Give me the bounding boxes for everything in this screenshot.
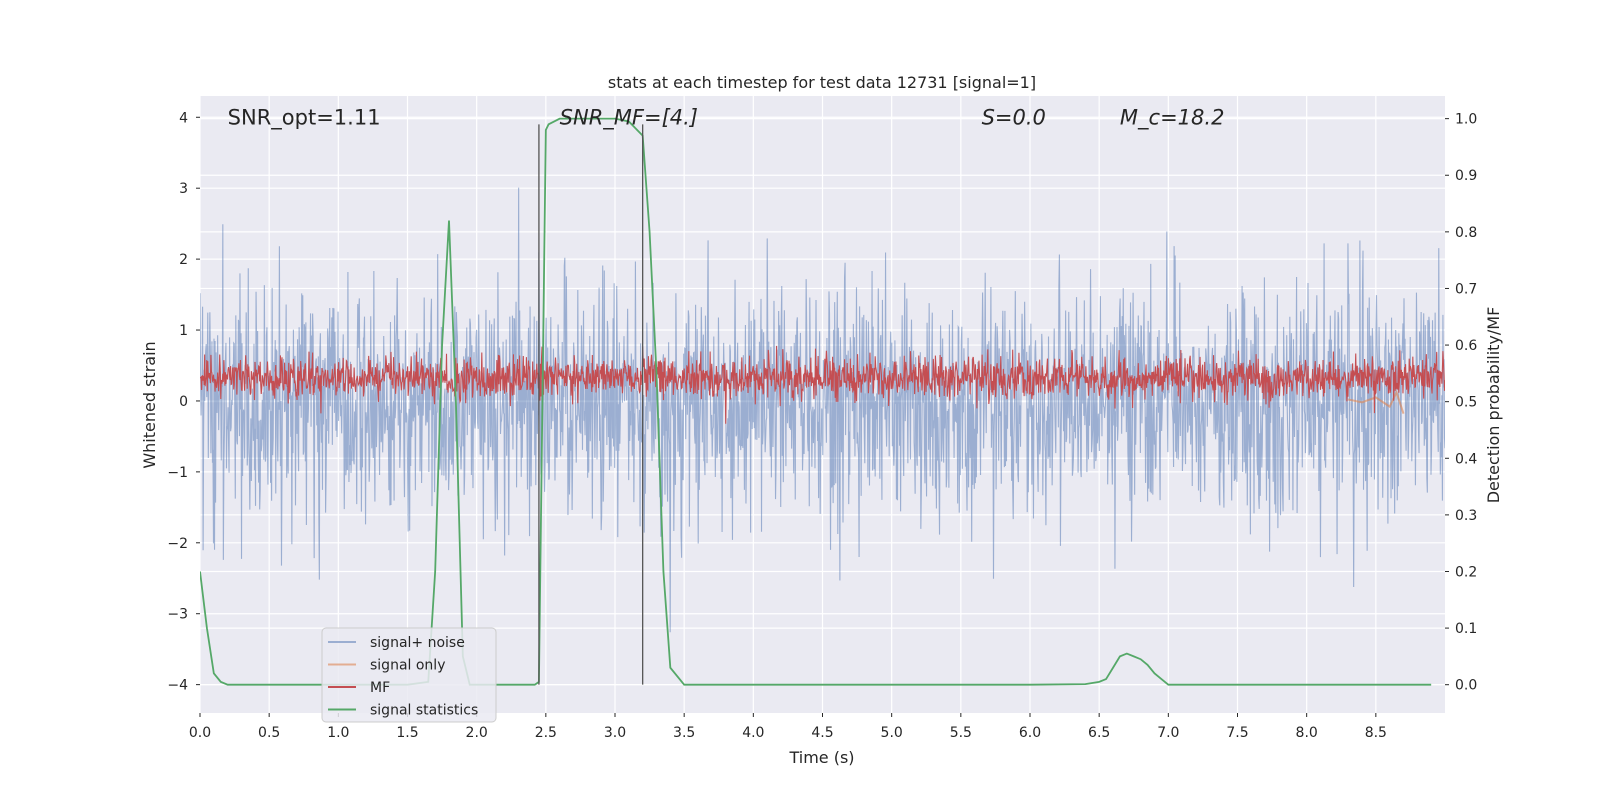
x-tick-label: 0.0 [189, 725, 211, 741]
x-tick-label: 8.0 [1296, 725, 1318, 741]
x-tick-label: 2.0 [466, 725, 488, 741]
y-left-tick-label: −3 [167, 607, 188, 623]
annotations: SNR_opt=1.11 SNR_MF=[4.] S=0.0 M_c=18.2 [228, 105, 1225, 130]
x-tick-label: 6.0 [1019, 725, 1041, 741]
legend-label: signal+ noise [370, 635, 465, 651]
y-left-tick-label: −4 [167, 678, 188, 694]
legend-label: signal statistics [370, 703, 478, 719]
x-tick-label: 3.0 [604, 725, 626, 741]
series-line-signal-only [1347, 389, 1405, 415]
y-right-tick-label: 0.4 [1455, 451, 1477, 467]
y-left-tick-label: −1 [167, 465, 188, 481]
x-tick-label: 5.0 [881, 725, 903, 741]
annotation-text: M_c=18.2 [1120, 105, 1225, 130]
legend: signal+ noise signal only MF signal statist… [321, 627, 497, 723]
y-left-axis-label: Whitened strain [140, 341, 159, 468]
y-right-axis-ticks: 0.0 0.1 0.2 0.3 0.4 0.5 0.6 0.7 0.8 0.9 1.0 [1445, 112, 1477, 694]
y-right-tick-label: 0.8 [1455, 225, 1477, 241]
y-left-tick-label: 2 [179, 252, 188, 268]
x-tick-label: 6.5 [1088, 725, 1110, 741]
x-tick-label: 5.5 [950, 725, 972, 741]
y-left-tick-label: 4 [179, 110, 188, 126]
series-line-mf [200, 345, 1445, 424]
y-right-tick-label: 0.2 [1455, 564, 1477, 580]
x-tick-label: 0.5 [258, 725, 280, 741]
x-axis-label: Time (s) [788, 748, 854, 767]
x-tick-label: 8.5 [1365, 725, 1387, 741]
y-left-tick-label: 3 [179, 181, 188, 197]
x-tick-label: 1.5 [396, 725, 418, 741]
x-axis-ticks: 0.0 0.5 1.0 1.5 2.0 2.5 3.0 3.5 4.0 4.5 5.0 5.5 6.0 6… [189, 713, 1387, 741]
x-tick-label: 2.5 [535, 725, 557, 741]
vertical-markers [538, 124, 644, 685]
x-tick-label: 1.0 [327, 725, 349, 741]
x-tick-label: 7.0 [1157, 725, 1179, 741]
y-right-tick-label: 0.1 [1455, 621, 1477, 637]
y-left-axis-ticks: −4 −3 −2 −1 0 1 2 3 4 [167, 110, 200, 694]
legend-box [321, 627, 497, 723]
y-right-tick-label: 0.0 [1455, 678, 1477, 694]
x-tick-label: 4.0 [742, 725, 764, 741]
x-tick-label: 3.5 [673, 725, 695, 741]
y-left-tick-label: 0 [179, 394, 188, 410]
annotation-text: SNR_MF=[4.] [560, 105, 698, 130]
series-line-signal-noise [200, 187, 1445, 633]
annotation-text: SNR_opt=1.11 [228, 105, 381, 130]
y-right-tick-label: 1.0 [1455, 112, 1477, 128]
chart-title: stats at each timestep for test data 127… [608, 73, 1036, 92]
y-right-tick-label: 0.3 [1455, 508, 1477, 524]
y-right-tick-label: 0.6 [1455, 338, 1477, 354]
y-right-axis-label: Detection probability/MF [1484, 307, 1503, 504]
legend-label: signal only [370, 658, 445, 674]
y-left-tick-label: 1 [179, 323, 188, 339]
y-right-tick-label: 0.9 [1455, 168, 1477, 184]
y-right-tick-label: 0.5 [1455, 395, 1477, 411]
y-left-tick-label: −2 [167, 536, 188, 552]
x-tick-label: 7.5 [1226, 725, 1248, 741]
y-right-tick-label: 0.7 [1455, 281, 1477, 297]
annotation-text: S=0.0 [982, 105, 1046, 129]
x-tick-label: 4.5 [811, 725, 833, 741]
legend-label: MF [370, 680, 390, 696]
